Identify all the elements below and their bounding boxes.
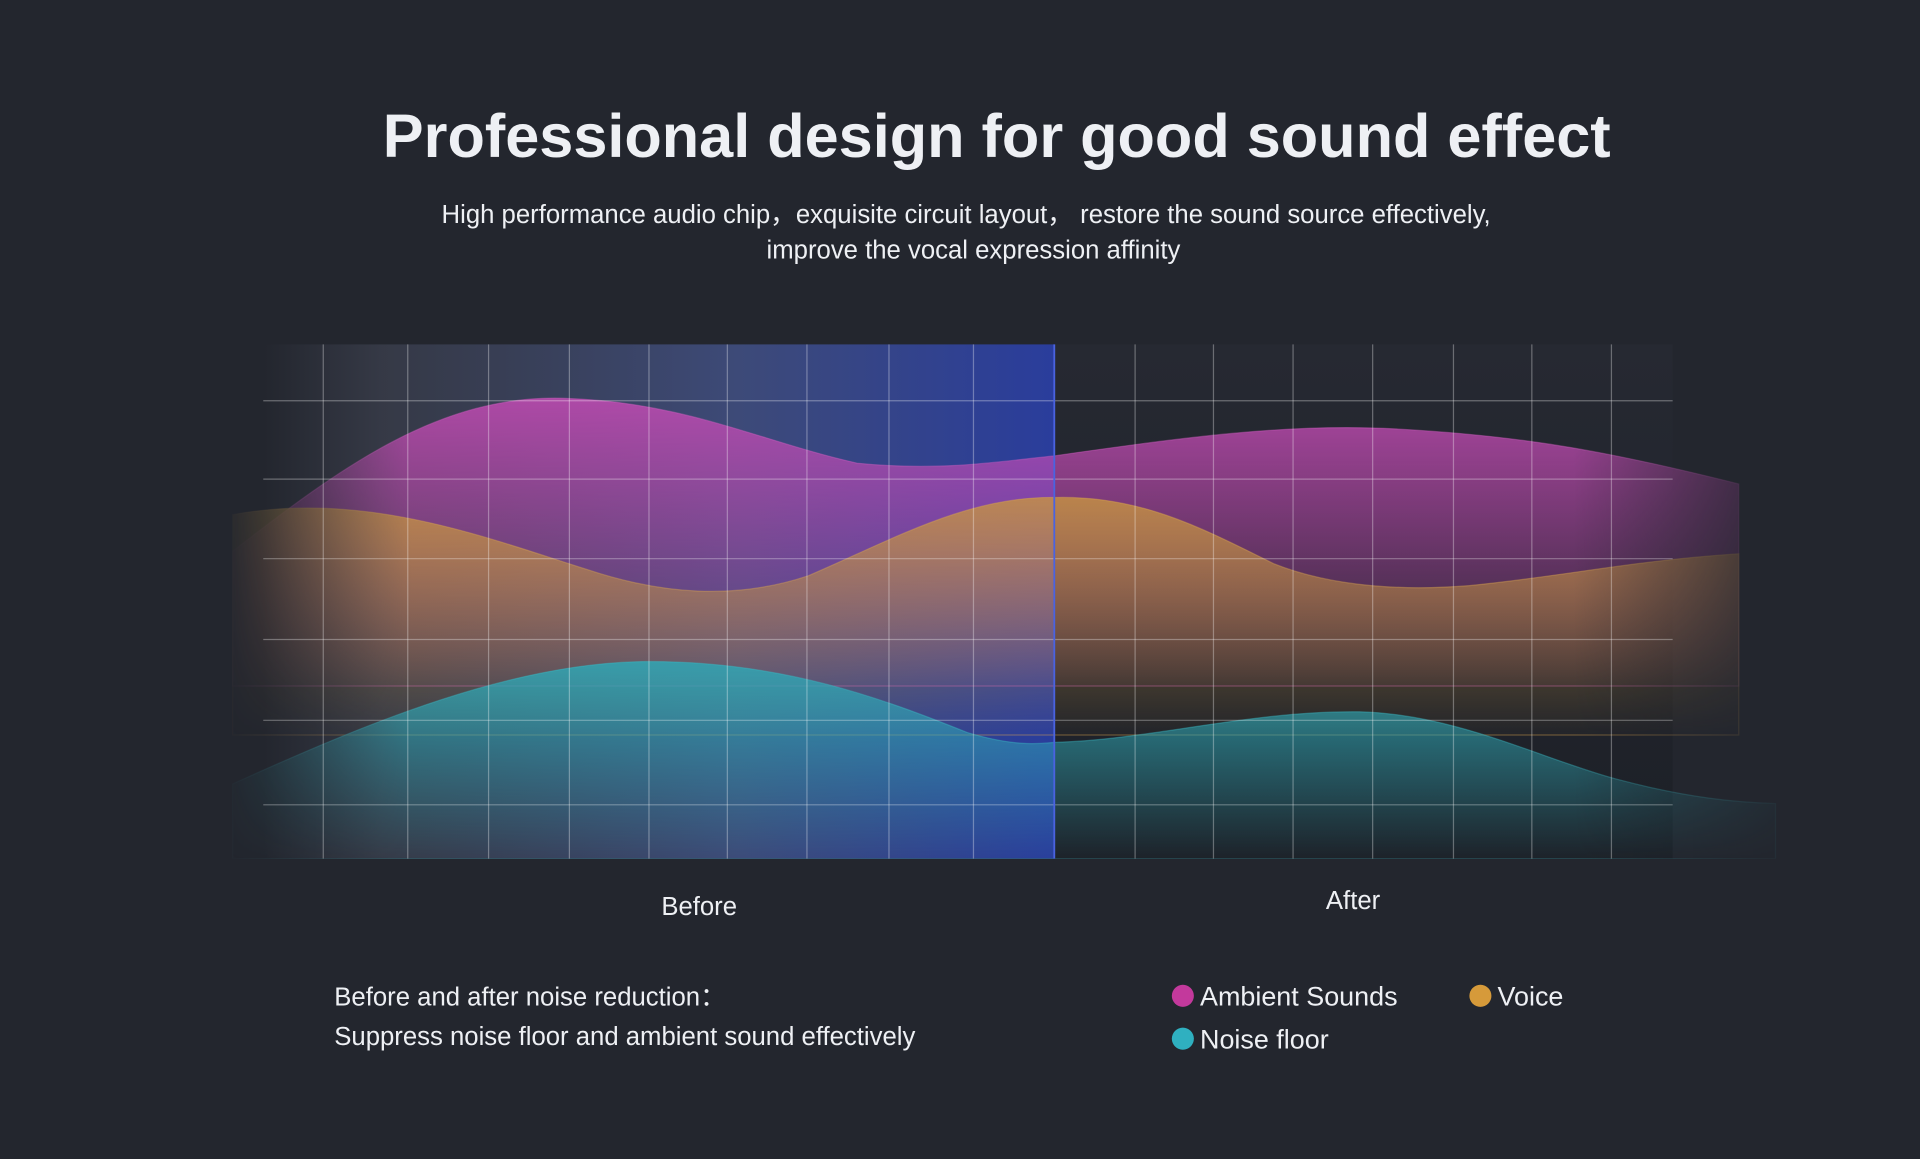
comparison-graphic	[232, 344, 1777, 860]
legend-label: Ambient Sounds	[1200, 982, 1398, 1012]
after-label: After	[1326, 887, 1381, 915]
title: Professional design for good sound effec…	[383, 102, 1611, 170]
legend-label: Voice	[1498, 982, 1564, 1012]
legend-dot	[1171, 984, 1194, 1007]
caption: Suppress noise floor and ambient sound e…	[334, 1023, 915, 1051]
legend-dot	[1469, 984, 1492, 1007]
grid	[263, 344, 1673, 859]
legend-label: Noise floor	[1200, 1024, 1329, 1054]
subtitle: improve the vocal expression affinity	[767, 237, 1181, 265]
subtitle: High performance audio chip，exquisite ci…	[442, 201, 1491, 229]
waves	[232, 397, 1777, 860]
legend: Ambient Sounds Voice Noise floor	[1171, 982, 1564, 1054]
caption: Before and after noise reduction：	[334, 984, 726, 1012]
before-label: Before	[661, 893, 737, 921]
legend-dot	[1171, 1027, 1194, 1050]
